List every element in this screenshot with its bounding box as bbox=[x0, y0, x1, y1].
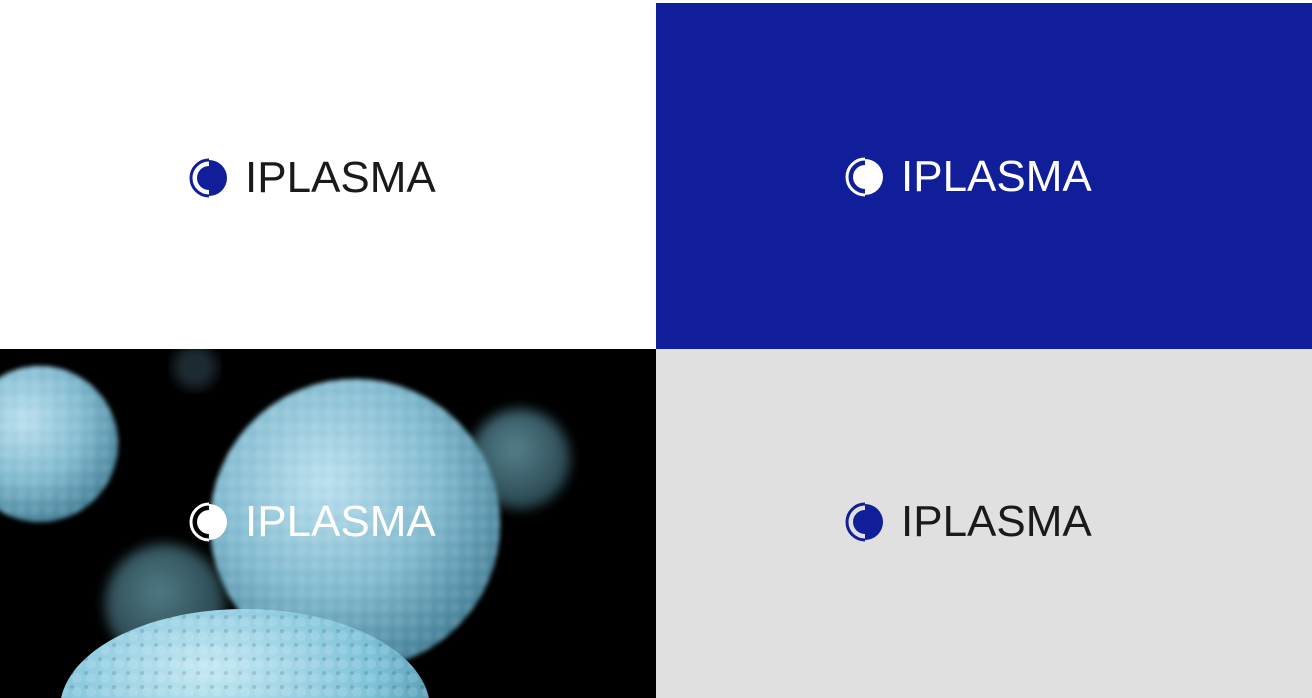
logo-wordmark: IPLASMA bbox=[245, 497, 436, 546]
half-circle-logo-icon bbox=[845, 502, 883, 542]
logo: IPLASMA bbox=[845, 153, 1092, 201]
logo: IPLASMA bbox=[189, 498, 436, 546]
virus-background-image bbox=[0, 349, 656, 698]
logo-wordmark: IPLASMA bbox=[901, 152, 1092, 201]
logo-wordmark: IPLASMA bbox=[901, 497, 1092, 546]
half-circle-logo-icon bbox=[189, 158, 227, 198]
logo: IPLASMA bbox=[189, 154, 436, 202]
blue-panel: IPLASMA bbox=[656, 3, 1312, 349]
photo-panel: IPLASMA bbox=[0, 349, 656, 698]
gray-panel: IPLASMA bbox=[656, 349, 1312, 698]
half-circle-logo-icon bbox=[189, 502, 227, 542]
half-circle-logo-icon bbox=[845, 157, 883, 197]
logo: IPLASMA bbox=[845, 498, 1092, 546]
white-panel: IPLASMA bbox=[0, 0, 656, 349]
logo-wordmark: IPLASMA bbox=[245, 153, 436, 202]
